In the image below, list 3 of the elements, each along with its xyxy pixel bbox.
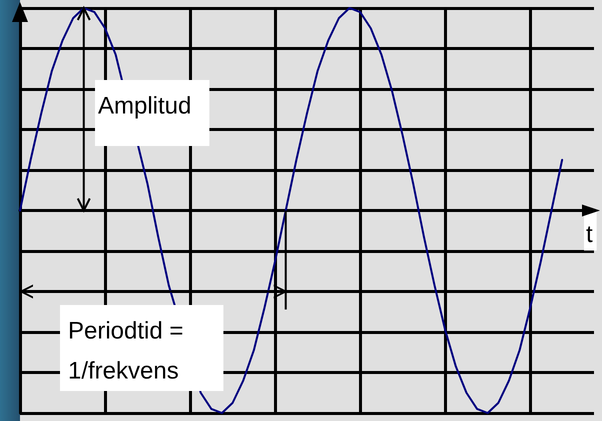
annotation: Periodtid = 1/frekvens (68, 318, 184, 384)
annotation: Amplitud (98, 92, 192, 120)
x-axis-title: t (586, 221, 593, 248)
